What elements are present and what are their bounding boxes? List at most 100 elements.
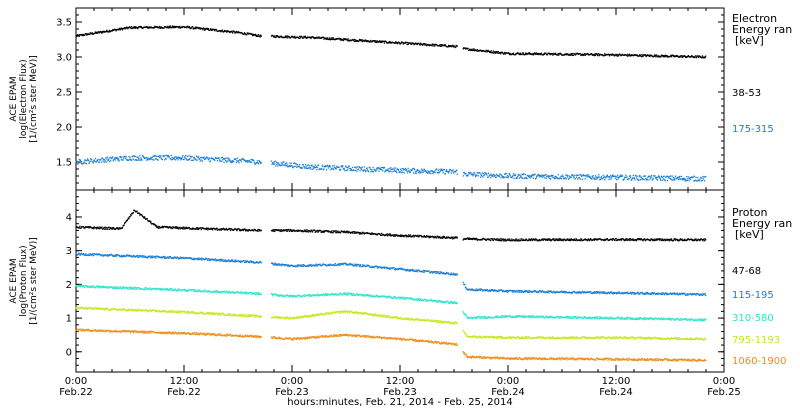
data-point [548, 175, 550, 177]
data-point [472, 237, 475, 239]
data-point [394, 269, 396, 271]
data-point [476, 174, 478, 176]
data-point [273, 263, 275, 265]
data-point [603, 291, 605, 293]
data-point [498, 240, 501, 242]
data-point [288, 164, 290, 167]
data-point [536, 53, 538, 56]
data-point [114, 159, 117, 161]
data-point [601, 177, 604, 180]
data-point [511, 53, 513, 56]
data-point [194, 28, 196, 30]
data-point [351, 264, 353, 266]
data-point [112, 156, 114, 158]
data-point [253, 261, 255, 263]
data-point [681, 238, 683, 240]
data-point [473, 50, 476, 52]
data-point [485, 289, 488, 292]
data-point [169, 226, 171, 228]
data-point [666, 175, 668, 177]
data-point [687, 294, 689, 296]
data-point [388, 233, 390, 235]
data-point [598, 176, 600, 178]
data-point [229, 160, 232, 163]
data-point [123, 28, 125, 30]
data-point [175, 156, 177, 158]
data-point [363, 264, 366, 266]
data-point [100, 285, 102, 288]
data-point [670, 239, 672, 241]
data-point [652, 178, 654, 181]
data-point [514, 173, 516, 175]
data-point [652, 293, 654, 295]
data-point [109, 156, 111, 158]
data-point [411, 169, 413, 172]
data-point [591, 53, 593, 55]
data-point [404, 235, 407, 237]
data-point [512, 173, 515, 175]
data-point [362, 170, 364, 172]
data-point [199, 160, 201, 162]
data-point [311, 164, 313, 166]
data-point [145, 255, 147, 257]
data-point [450, 272, 452, 274]
data-point [372, 171, 375, 173]
data-point [499, 53, 502, 55]
data-point [577, 292, 579, 294]
data-point [369, 232, 371, 235]
data-point [402, 234, 404, 237]
data-point [668, 240, 671, 242]
data-point [651, 174, 653, 177]
data-point [89, 254, 91, 256]
data-point [679, 292, 681, 294]
data-point [501, 238, 503, 240]
data-point [126, 26, 128, 28]
data-point [375, 169, 377, 171]
data-point [149, 287, 151, 289]
data-point [423, 271, 425, 273]
data-point [600, 177, 602, 179]
data-point [618, 176, 620, 179]
data-point [575, 238, 578, 241]
data-point [681, 292, 683, 295]
data-point [536, 176, 538, 178]
data-point [174, 25, 176, 28]
data-point [129, 26, 132, 28]
data-point [674, 238, 676, 240]
data-point [451, 238, 454, 240]
data-point [260, 162, 262, 164]
data-point [561, 175, 563, 178]
data-point [75, 159, 78, 162]
data-point [507, 52, 510, 54]
data-point [685, 180, 687, 182]
data-point [87, 254, 90, 256]
data-point [227, 158, 229, 160]
data-point [141, 256, 143, 258]
data-point [188, 155, 190, 157]
data-point [675, 293, 678, 295]
data-point [313, 37, 315, 39]
data-point [600, 176, 603, 178]
data-point [423, 235, 425, 237]
data-point [533, 290, 535, 292]
data-point [698, 239, 700, 241]
data-point [527, 239, 530, 241]
data-point [552, 174, 554, 177]
data-point [584, 54, 586, 56]
data-point [472, 49, 475, 51]
data-point [335, 168, 337, 170]
data-point [118, 28, 120, 31]
data-point [138, 256, 140, 258]
data-point [341, 38, 343, 40]
data-point [228, 261, 231, 263]
data-point [399, 234, 402, 236]
data-point [676, 238, 678, 241]
data-point [380, 166, 382, 169]
data-point [508, 52, 510, 55]
data-point [685, 178, 687, 180]
data-point [95, 227, 97, 229]
data-point [311, 231, 314, 233]
data-point [355, 232, 357, 234]
data-point [466, 238, 468, 240]
data-point [104, 228, 106, 230]
